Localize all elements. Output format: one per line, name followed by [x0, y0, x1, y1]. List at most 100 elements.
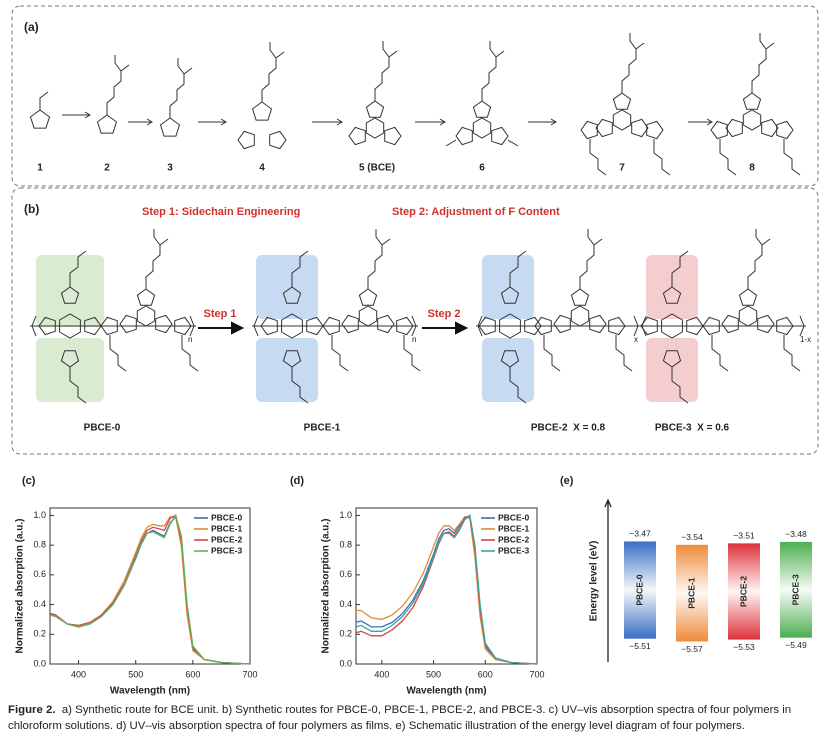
ring	[491, 126, 509, 146]
compound-number: 6	[479, 163, 485, 174]
ring	[237, 130, 255, 150]
bond	[153, 229, 161, 246]
polymer-name: PBCE-3 X = 0.6	[655, 423, 730, 434]
ring	[282, 350, 302, 368]
y-tick-label: 0.6	[33, 569, 46, 579]
energy-bar	[780, 541, 812, 638]
compound-number: 2	[104, 163, 110, 174]
bond	[445, 139, 457, 147]
legend-label: PBCE-1	[498, 523, 529, 533]
ring	[119, 314, 137, 334]
ring	[721, 314, 739, 334]
caption-text: a) Synthetic route for BCE unit. b) Synt…	[8, 704, 792, 732]
bond	[69, 250, 87, 287]
ring	[725, 118, 743, 138]
step-label: Step 2	[427, 308, 460, 320]
ring	[631, 118, 649, 138]
lumo-label: −3.54	[681, 532, 703, 542]
legend-label: PBCE-1	[211, 523, 242, 533]
panel-label: (c)	[22, 475, 36, 487]
bond	[109, 335, 127, 372]
reaction-arrow	[128, 118, 153, 126]
highlight	[482, 255, 534, 319]
ring	[136, 288, 156, 306]
ring	[358, 288, 378, 306]
bond	[755, 229, 763, 246]
bond	[261, 51, 285, 102]
ring	[348, 126, 366, 146]
step-title: Step 2: Adjustment of F Content	[392, 206, 560, 218]
homo-label: −5.57	[681, 644, 703, 654]
ring	[136, 305, 156, 327]
ring	[96, 114, 118, 134]
ring	[282, 286, 302, 304]
caption-label: Figure 2.	[8, 704, 56, 716]
bond	[579, 238, 603, 289]
panel-a-frame	[11, 5, 819, 187]
x-tick-label: 400	[71, 669, 86, 679]
y-tick-label: 0.2	[339, 629, 352, 639]
homo-label: −5.53	[733, 642, 755, 652]
energy-bar	[728, 543, 760, 640]
series-line	[356, 516, 538, 665]
bond	[403, 335, 421, 372]
energy-bar	[676, 544, 708, 642]
bar-name: PBCE-3	[790, 574, 800, 605]
bond	[587, 229, 595, 246]
y-tick-label: 1.0	[339, 510, 352, 520]
repeat-index: n	[188, 335, 192, 344]
bond	[671, 250, 689, 287]
compound-number: 4	[259, 163, 265, 174]
ring	[589, 314, 607, 334]
ring	[155, 314, 173, 334]
x-axis-title: Wavelength (nm)	[110, 686, 190, 697]
bond	[671, 367, 689, 404]
ring	[251, 101, 273, 121]
legend-label: PBCE-3	[211, 545, 242, 555]
ring	[595, 118, 613, 138]
ring	[570, 305, 590, 327]
x-tick-label: 500	[128, 669, 143, 679]
bond	[106, 64, 130, 115]
y-tick-label: 0.4	[339, 599, 352, 609]
ring	[365, 100, 385, 118]
bond	[367, 238, 391, 289]
bond	[629, 33, 637, 50]
reaction-arrow	[528, 118, 557, 126]
bond	[177, 58, 185, 75]
legend-label: PBCE-0	[211, 512, 242, 522]
highlight	[482, 338, 534, 402]
bond	[291, 367, 309, 404]
polymer-name: PBCE-2 X = 0.8	[531, 423, 606, 434]
ring	[384, 126, 402, 146]
compound-number: 5 (BCE)	[359, 163, 395, 174]
bond	[331, 335, 349, 372]
ring	[60, 286, 80, 304]
bond	[291, 250, 309, 287]
caption: Figure 2. a) Synthetic route for BCE uni…	[8, 702, 823, 734]
ring	[662, 350, 682, 368]
ring	[59, 313, 81, 339]
compound-number: 8	[749, 163, 755, 174]
ring	[612, 109, 632, 131]
highlights	[36, 255, 698, 402]
ring	[776, 120, 794, 140]
lumo-label: −3.47	[629, 529, 651, 539]
bond	[589, 139, 607, 176]
legend-label: PBCE-2	[498, 534, 529, 544]
y-axis-title: Energy level (eV)	[589, 541, 600, 622]
panel-label: (e)	[560, 475, 574, 487]
ring	[570, 288, 590, 306]
ring	[472, 100, 492, 118]
compound-number: 3	[167, 163, 173, 174]
y-tick-label: 0.0	[33, 658, 46, 668]
bond	[543, 335, 561, 372]
x-tick-label: 400	[374, 669, 389, 679]
reaction-arrow	[312, 118, 343, 126]
compound-number: 1	[37, 163, 43, 174]
bond	[783, 139, 801, 176]
bar-name: PBCE-1	[686, 577, 696, 608]
step-label: Step 1	[203, 308, 236, 320]
ring	[612, 92, 632, 110]
